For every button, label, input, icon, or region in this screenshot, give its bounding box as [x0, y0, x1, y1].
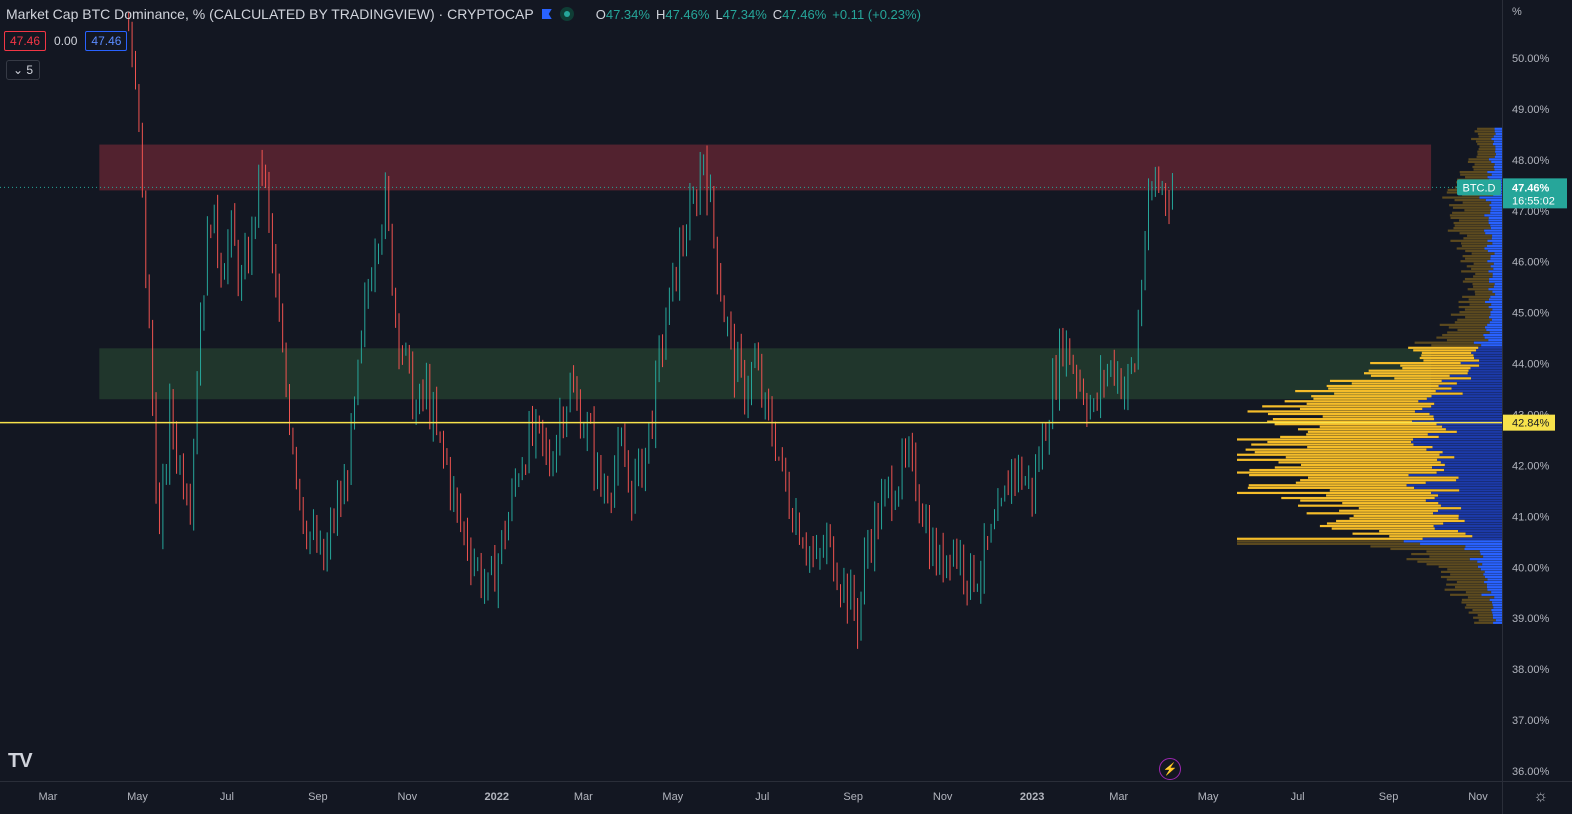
x-tick-label: Mar — [574, 791, 593, 803]
x-tick-label: Nov — [1468, 791, 1488, 803]
symbol-tag-label: BTC.D — [1463, 182, 1496, 194]
y-tick-label: 49.00% — [1512, 104, 1550, 116]
y-tick-label: 39.00% — [1512, 613, 1550, 625]
theme-toggle-icon[interactable]: ☼ — [1533, 788, 1548, 805]
trade-buttons: 47.46 0.00 47.46 — [4, 31, 128, 51]
x-tick-label: Sep — [1379, 791, 1399, 803]
chart-title[interactable]: Market Cap BTC Dominance, % (CALCULATED … — [6, 6, 534, 22]
x-tick-label: Sep — [843, 791, 863, 803]
y-tick-label: 50.00% — [1512, 53, 1550, 65]
indicators-toggle[interactable]: ⌄ 5 — [6, 60, 41, 80]
x-tick-label: Sep — [308, 791, 328, 803]
bar-countdown: 16:55:02 — [1512, 195, 1555, 207]
tradingview-logo-icon[interactable]: TV — [8, 750, 33, 772]
y-tick-label: 38.00% — [1512, 664, 1550, 676]
y-tick-label: 41.00% — [1512, 511, 1550, 523]
indicators-count: 5 — [26, 63, 34, 77]
buy-button[interactable]: 47.46 — [85, 31, 128, 51]
x-tick-label: Nov — [398, 791, 418, 803]
market-status-icon[interactable] — [559, 7, 574, 21]
spread-value: 0.00 — [54, 34, 78, 48]
x-tick-label: Jul — [1291, 791, 1305, 803]
sell-button[interactable]: 47.46 — [4, 31, 47, 51]
x-tick-label: May — [1198, 791, 1219, 803]
x-tick-label: Jul — [755, 791, 769, 803]
chevron-down-icon: ⌄ — [13, 63, 24, 77]
last-price-tag — [1503, 178, 1567, 209]
x-tick-label: Nov — [933, 791, 953, 803]
price-axis-panel — [1502, 0, 1572, 814]
y-tick-label: 46.00% — [1512, 257, 1550, 269]
y-tick-label: 48.00% — [1512, 155, 1550, 167]
x-tick-label: Jul — [220, 791, 234, 803]
x-tick-label: 2023 — [1020, 791, 1044, 803]
y-tick-label: 36.00% — [1512, 766, 1550, 778]
flag-icon[interactable] — [541, 9, 552, 19]
last-price-value: 47.46% — [1512, 182, 1550, 194]
symbol-tag — [1457, 179, 1501, 196]
candlestick-series — [128, 12, 1173, 649]
y-tick-label: 44.00% — [1512, 359, 1550, 371]
y-tick-label: 47.00% — [1512, 206, 1550, 218]
x-tick-label: 2022 — [485, 791, 509, 803]
level-tag — [1503, 414, 1555, 431]
x-tick-label: May — [662, 791, 683, 803]
x-tick-label: Mar — [1109, 791, 1128, 803]
x-tick-label: May — [127, 791, 148, 803]
chart-legend: Market Cap BTC Dominance, % (CALCULATED … — [6, 6, 921, 22]
axis-unit-label: % — [1512, 6, 1522, 18]
support-zone — [99, 348, 1432, 400]
y-tick-label: 42.00% — [1512, 460, 1550, 472]
x-tick-label: Mar — [39, 791, 58, 803]
volume-profile — [1237, 127, 1502, 624]
ohlc-values: O47.34% H47.46% L47.34% C47.46% +0.11 (+… — [595, 6, 921, 22]
y-tick-label: 45.00% — [1512, 308, 1550, 320]
y-tick-label: 37.00% — [1512, 715, 1550, 727]
y-tick-label: 40.00% — [1512, 562, 1550, 574]
level-tag-label: 42.84% — [1512, 418, 1550, 430]
lightning-icon[interactable]: ⚡ — [1159, 758, 1181, 780]
resistance-zone — [99, 144, 1432, 191]
